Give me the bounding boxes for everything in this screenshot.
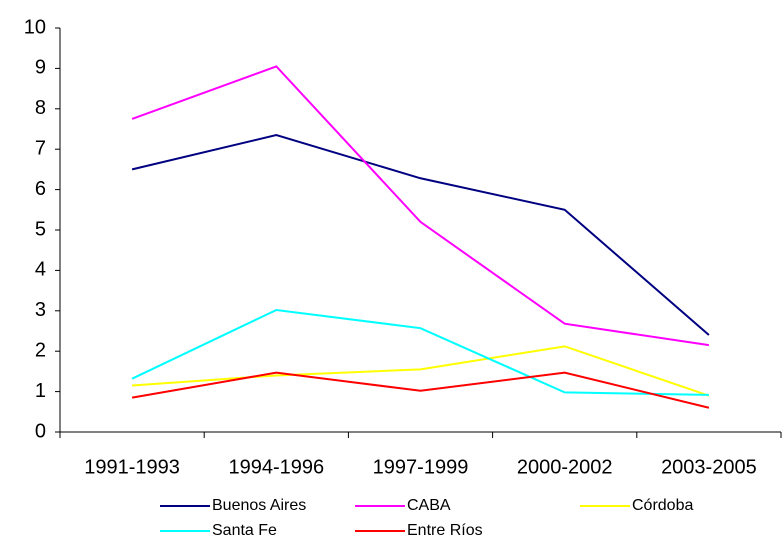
x-tick-label: 1997-1999 (373, 456, 469, 478)
y-tick-label: 7 (35, 137, 46, 159)
y-tick-label: 10 (24, 16, 46, 38)
y-tick-label: 5 (35, 218, 46, 240)
x-tick-label: 1994-1996 (228, 456, 324, 478)
y-tick-label: 3 (35, 299, 46, 321)
series-line (131, 371, 710, 409)
y-tick-label: 2 (35, 339, 46, 361)
y-tick-label: 0 (35, 420, 46, 442)
y-tick-label: 4 (35, 259, 46, 281)
x-tick-label: 2000-2002 (517, 456, 613, 478)
y-tick-label: 1 (35, 380, 46, 402)
y-tick-label: 8 (35, 97, 46, 119)
series-line (131, 65, 710, 347)
y-tick-label: 6 (35, 178, 46, 200)
legend-label: Buenos Aires (212, 497, 306, 514)
legend-label: Córdoba (632, 497, 693, 514)
legend-label: Entre Ríos (407, 522, 483, 539)
legend-label: Santa Fe (212, 522, 277, 539)
legend-label: CABA (407, 497, 451, 514)
series-line (132, 345, 710, 397)
x-tick-label: 2003-2005 (661, 456, 757, 478)
series-line (131, 134, 710, 336)
x-tick-label: 1991-1993 (84, 456, 180, 478)
y-tick-label: 9 (35, 57, 46, 79)
series-line (131, 308, 709, 396)
